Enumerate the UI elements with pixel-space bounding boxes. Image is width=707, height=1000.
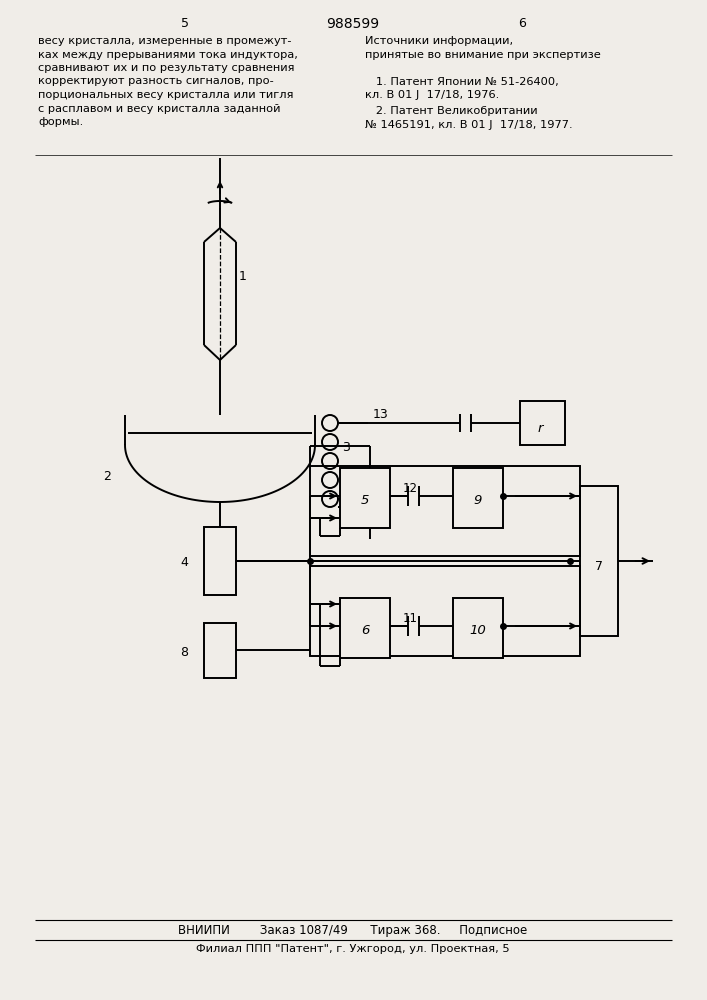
Bar xyxy=(204,527,236,595)
Bar xyxy=(453,598,503,658)
Text: 8: 8 xyxy=(180,646,188,658)
Text: 6: 6 xyxy=(518,17,526,30)
Text: 988599: 988599 xyxy=(327,17,380,31)
Text: порциональных весу кристалла или тигля: порциональных весу кристалла или тигля xyxy=(38,90,293,100)
Text: 4: 4 xyxy=(180,556,188,570)
Text: принятые во внимание при экспертизе: принятые во внимание при экспертизе xyxy=(365,49,601,60)
Bar xyxy=(580,486,618,636)
Text: 12: 12 xyxy=(403,482,418,495)
Text: 1. Патент Японии № 51-26400,: 1. Патент Японии № 51-26400, xyxy=(365,77,559,87)
Bar xyxy=(340,468,390,528)
Text: весу кристалла, измеренные в промежут-: весу кристалла, измеренные в промежут- xyxy=(38,36,291,46)
Text: 5: 5 xyxy=(361,494,369,508)
Text: 9: 9 xyxy=(474,494,482,508)
Text: ках между прерываниями тока индуктора,: ках между прерываниями тока индуктора, xyxy=(38,49,298,60)
Text: № 1465191, кл. В 01 J  17/18, 1977.: № 1465191, кл. В 01 J 17/18, 1977. xyxy=(365,120,573,130)
Text: 7: 7 xyxy=(595,560,603,572)
Text: 2: 2 xyxy=(103,470,111,483)
Bar xyxy=(310,566,580,656)
Bar xyxy=(520,401,565,445)
Text: кл. В 01 J  17/18, 1976.: кл. В 01 J 17/18, 1976. xyxy=(365,90,499,100)
Text: 13: 13 xyxy=(373,408,389,421)
Text: 11: 11 xyxy=(403,612,418,625)
Text: Филиал ППП "Патент", г. Ужгород, ул. Проектная, 5: Филиал ППП "Патент", г. Ужгород, ул. Про… xyxy=(196,944,510,954)
Text: 6: 6 xyxy=(361,624,369,638)
Text: r: r xyxy=(537,422,543,434)
Text: 10: 10 xyxy=(469,624,486,638)
Text: с расплавом и весу кристалла заданной: с расплавом и весу кристалла заданной xyxy=(38,104,281,113)
Text: корректируют разность сигналов, про-: корректируют разность сигналов, про- xyxy=(38,77,274,87)
Text: сравнивают их и по результату сравнения: сравнивают их и по результату сравнения xyxy=(38,63,295,73)
Bar xyxy=(453,468,503,528)
Bar xyxy=(310,466,580,556)
Bar xyxy=(204,623,236,678)
Text: Источники информации,: Источники информации, xyxy=(365,36,513,46)
Text: 2. Патент Великобритании: 2. Патент Великобритании xyxy=(365,106,537,116)
Text: ВНИИПИ        Заказ 1087/49      Тираж 368.     Подписное: ВНИИПИ Заказ 1087/49 Тираж 368. Подписно… xyxy=(178,924,527,937)
Text: 1: 1 xyxy=(239,270,247,283)
Text: 3: 3 xyxy=(342,441,350,454)
Text: 5: 5 xyxy=(181,17,189,30)
Text: формы.: формы. xyxy=(38,117,83,127)
Bar xyxy=(340,598,390,658)
